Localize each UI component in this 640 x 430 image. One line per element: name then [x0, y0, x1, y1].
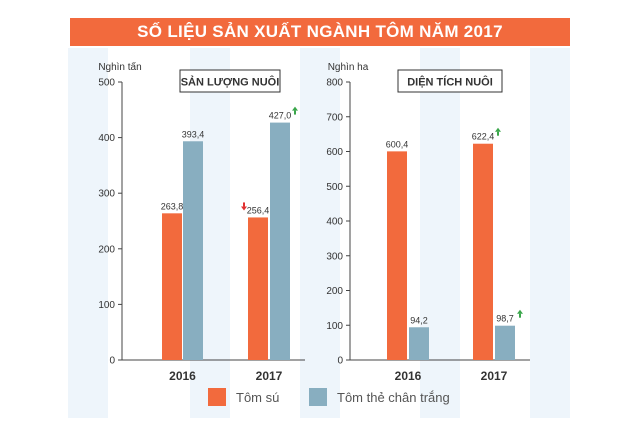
- y-tick-label: 300: [98, 189, 115, 200]
- y-tick-label: 100: [326, 321, 343, 332]
- bar: [270, 122, 290, 360]
- y-tick-label: 500: [98, 78, 115, 89]
- data-label: 600,4: [386, 139, 409, 149]
- x-tick-label: 2016: [169, 369, 196, 383]
- y-tick-label: 400: [98, 133, 115, 144]
- page-title: SỐ LIỆU SẢN XUẤT NGÀNH TÔM NĂM 2017: [70, 18, 570, 46]
- data-label: 98,7: [496, 314, 514, 324]
- y-axis-label: Nghìn tấn: [98, 61, 141, 73]
- background-stripe: [530, 48, 570, 418]
- data-label: 622,4: [472, 132, 495, 142]
- trend-up-arrow-icon: [517, 309, 523, 314]
- background-stripe: [300, 48, 340, 418]
- trend-up-arrow-icon: [294, 110, 296, 115]
- data-label: 393,4: [182, 129, 205, 139]
- y-tick-label: 700: [326, 112, 343, 123]
- chart-title: SẢN LƯỢNG NUÔI: [181, 76, 280, 89]
- trend-up-arrow-icon: [497, 131, 499, 136]
- trend-up-arrow-icon: [519, 313, 521, 318]
- x-tick-label: 2017: [256, 369, 283, 383]
- trend-up-arrow-icon: [495, 127, 501, 132]
- chart-title: DIỆN TÍCH NUÔI: [407, 76, 493, 89]
- data-label: 263,8: [161, 201, 184, 211]
- x-tick-label: 2017: [481, 369, 508, 383]
- bar: [387, 151, 407, 360]
- legend-label-tom-the: Tôm thẻ chân trắng: [337, 389, 450, 405]
- trend-up-arrow-icon: [292, 106, 298, 111]
- y-tick-label: 600: [326, 147, 343, 158]
- y-tick-label: 100: [98, 300, 115, 311]
- legend-item-tom-su: Tôm sú: [208, 388, 279, 406]
- bar: [183, 141, 203, 360]
- data-label: 427,0: [269, 111, 292, 121]
- y-tick-label: 800: [326, 78, 343, 89]
- x-tick-label: 2016: [395, 369, 422, 383]
- chart-title-box: [179, 69, 281, 93]
- legend-swatch-tom-su: [208, 388, 226, 406]
- trend-down-arrow-icon: [241, 206, 247, 211]
- bar: [248, 217, 268, 360]
- data-label: 256,4: [247, 205, 270, 215]
- data-label: 94,2: [410, 315, 428, 325]
- bar: [162, 213, 182, 360]
- y-tick-label: 200: [98, 244, 115, 255]
- y-tick-label: 400: [326, 217, 343, 228]
- y-tick-label: 300: [326, 251, 343, 262]
- y-tick-label: 500: [326, 182, 343, 193]
- bar: [495, 325, 515, 360]
- y-tick-label: 0: [109, 356, 115, 367]
- legend-item-tom-the: Tôm thẻ chân trắng: [309, 388, 450, 406]
- y-axis-label: Nghìn ha: [328, 62, 369, 73]
- bar: [409, 327, 429, 360]
- y-tick-label: 200: [326, 286, 343, 297]
- y-tick-label: 0: [337, 356, 343, 367]
- chart-title-box: [397, 69, 503, 93]
- bar: [473, 143, 493, 360]
- legend-label-tom-su: Tôm sú: [236, 389, 280, 405]
- trend-down-arrow-icon: [243, 202, 245, 207]
- background-stripe: [68, 48, 108, 418]
- legend-swatch-tom-the: [309, 388, 327, 406]
